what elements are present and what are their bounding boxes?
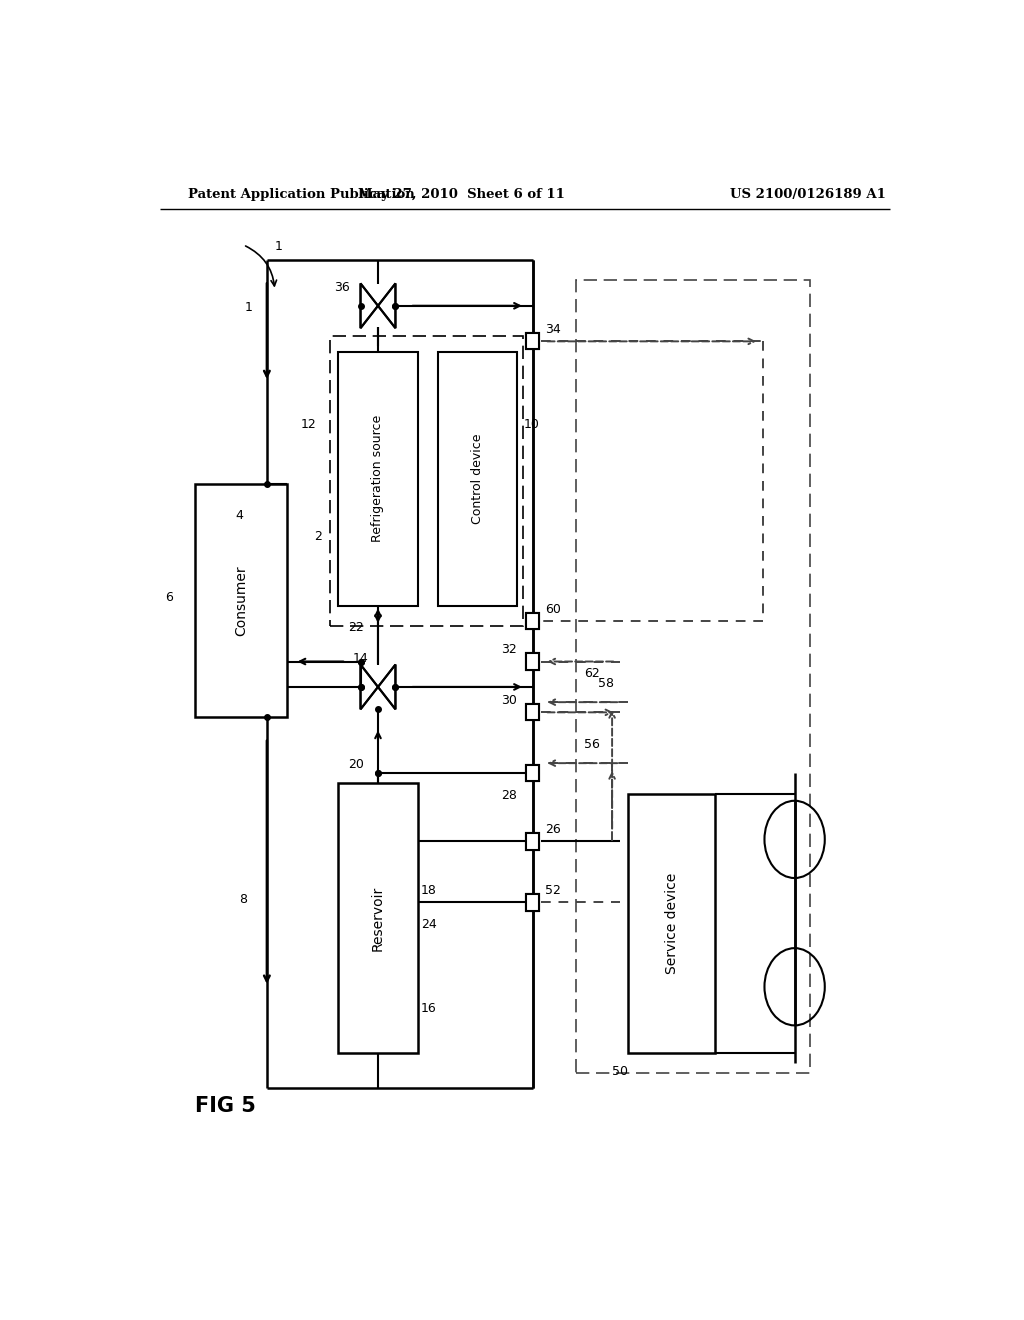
Text: 30: 30 [501, 694, 517, 708]
Bar [526, 766, 539, 781]
Text: 26: 26 [545, 824, 560, 837]
Text: 1: 1 [274, 240, 283, 253]
Bar [338, 784, 418, 1053]
Text: 4: 4 [236, 510, 243, 523]
Text: Control device: Control device [471, 433, 483, 524]
Text: 16: 16 [421, 1002, 436, 1015]
Text: Refrigeration source: Refrigeration source [372, 414, 384, 543]
Bar [526, 653, 539, 669]
Bar [526, 894, 539, 911]
Text: Reservoir: Reservoir [371, 886, 385, 950]
Text: US 2100/0126189 A1: US 2100/0126189 A1 [730, 189, 886, 202]
Text: 52: 52 [545, 884, 560, 898]
Bar [526, 894, 539, 911]
Bar [526, 766, 539, 781]
Text: Consumer: Consumer [234, 565, 248, 636]
Text: 32: 32 [501, 643, 517, 656]
Text: 36: 36 [334, 281, 350, 293]
Text: FIG 5: FIG 5 [196, 1096, 256, 1115]
Bar [196, 483, 287, 718]
Bar [628, 793, 716, 1053]
Bar [437, 351, 517, 606]
Bar [526, 704, 539, 721]
Text: 8: 8 [239, 892, 247, 906]
Text: 50: 50 [612, 1065, 628, 1078]
Bar [331, 337, 523, 626]
Text: 34: 34 [545, 323, 560, 337]
Text: Service device: Service device [665, 873, 679, 974]
Text: 22: 22 [348, 620, 364, 634]
Text: 10: 10 [523, 417, 539, 430]
Bar [526, 653, 539, 669]
Text: 20: 20 [348, 758, 364, 771]
Bar [338, 351, 418, 606]
Text: 24: 24 [421, 917, 436, 931]
Bar [526, 833, 539, 850]
Text: 28: 28 [501, 789, 517, 801]
Text: Patent Application Publication: Patent Application Publication [187, 189, 415, 202]
Bar [526, 833, 539, 850]
Text: May 27, 2010  Sheet 6 of 11: May 27, 2010 Sheet 6 of 11 [357, 189, 565, 202]
Text: 14: 14 [352, 652, 369, 664]
Text: 6: 6 [165, 590, 173, 603]
Text: 1: 1 [245, 301, 253, 314]
Bar [526, 704, 539, 721]
Text: 62: 62 [585, 667, 600, 680]
Text: 58: 58 [598, 677, 613, 690]
Bar [526, 612, 539, 630]
Bar [526, 333, 539, 350]
Text: 56: 56 [585, 738, 600, 751]
Bar [577, 280, 811, 1073]
Text: 60: 60 [545, 603, 560, 615]
Text: 2: 2 [314, 529, 323, 543]
Bar [526, 612, 539, 630]
Text: 12: 12 [300, 417, 316, 430]
Text: 18: 18 [421, 884, 436, 898]
Bar [526, 333, 539, 350]
